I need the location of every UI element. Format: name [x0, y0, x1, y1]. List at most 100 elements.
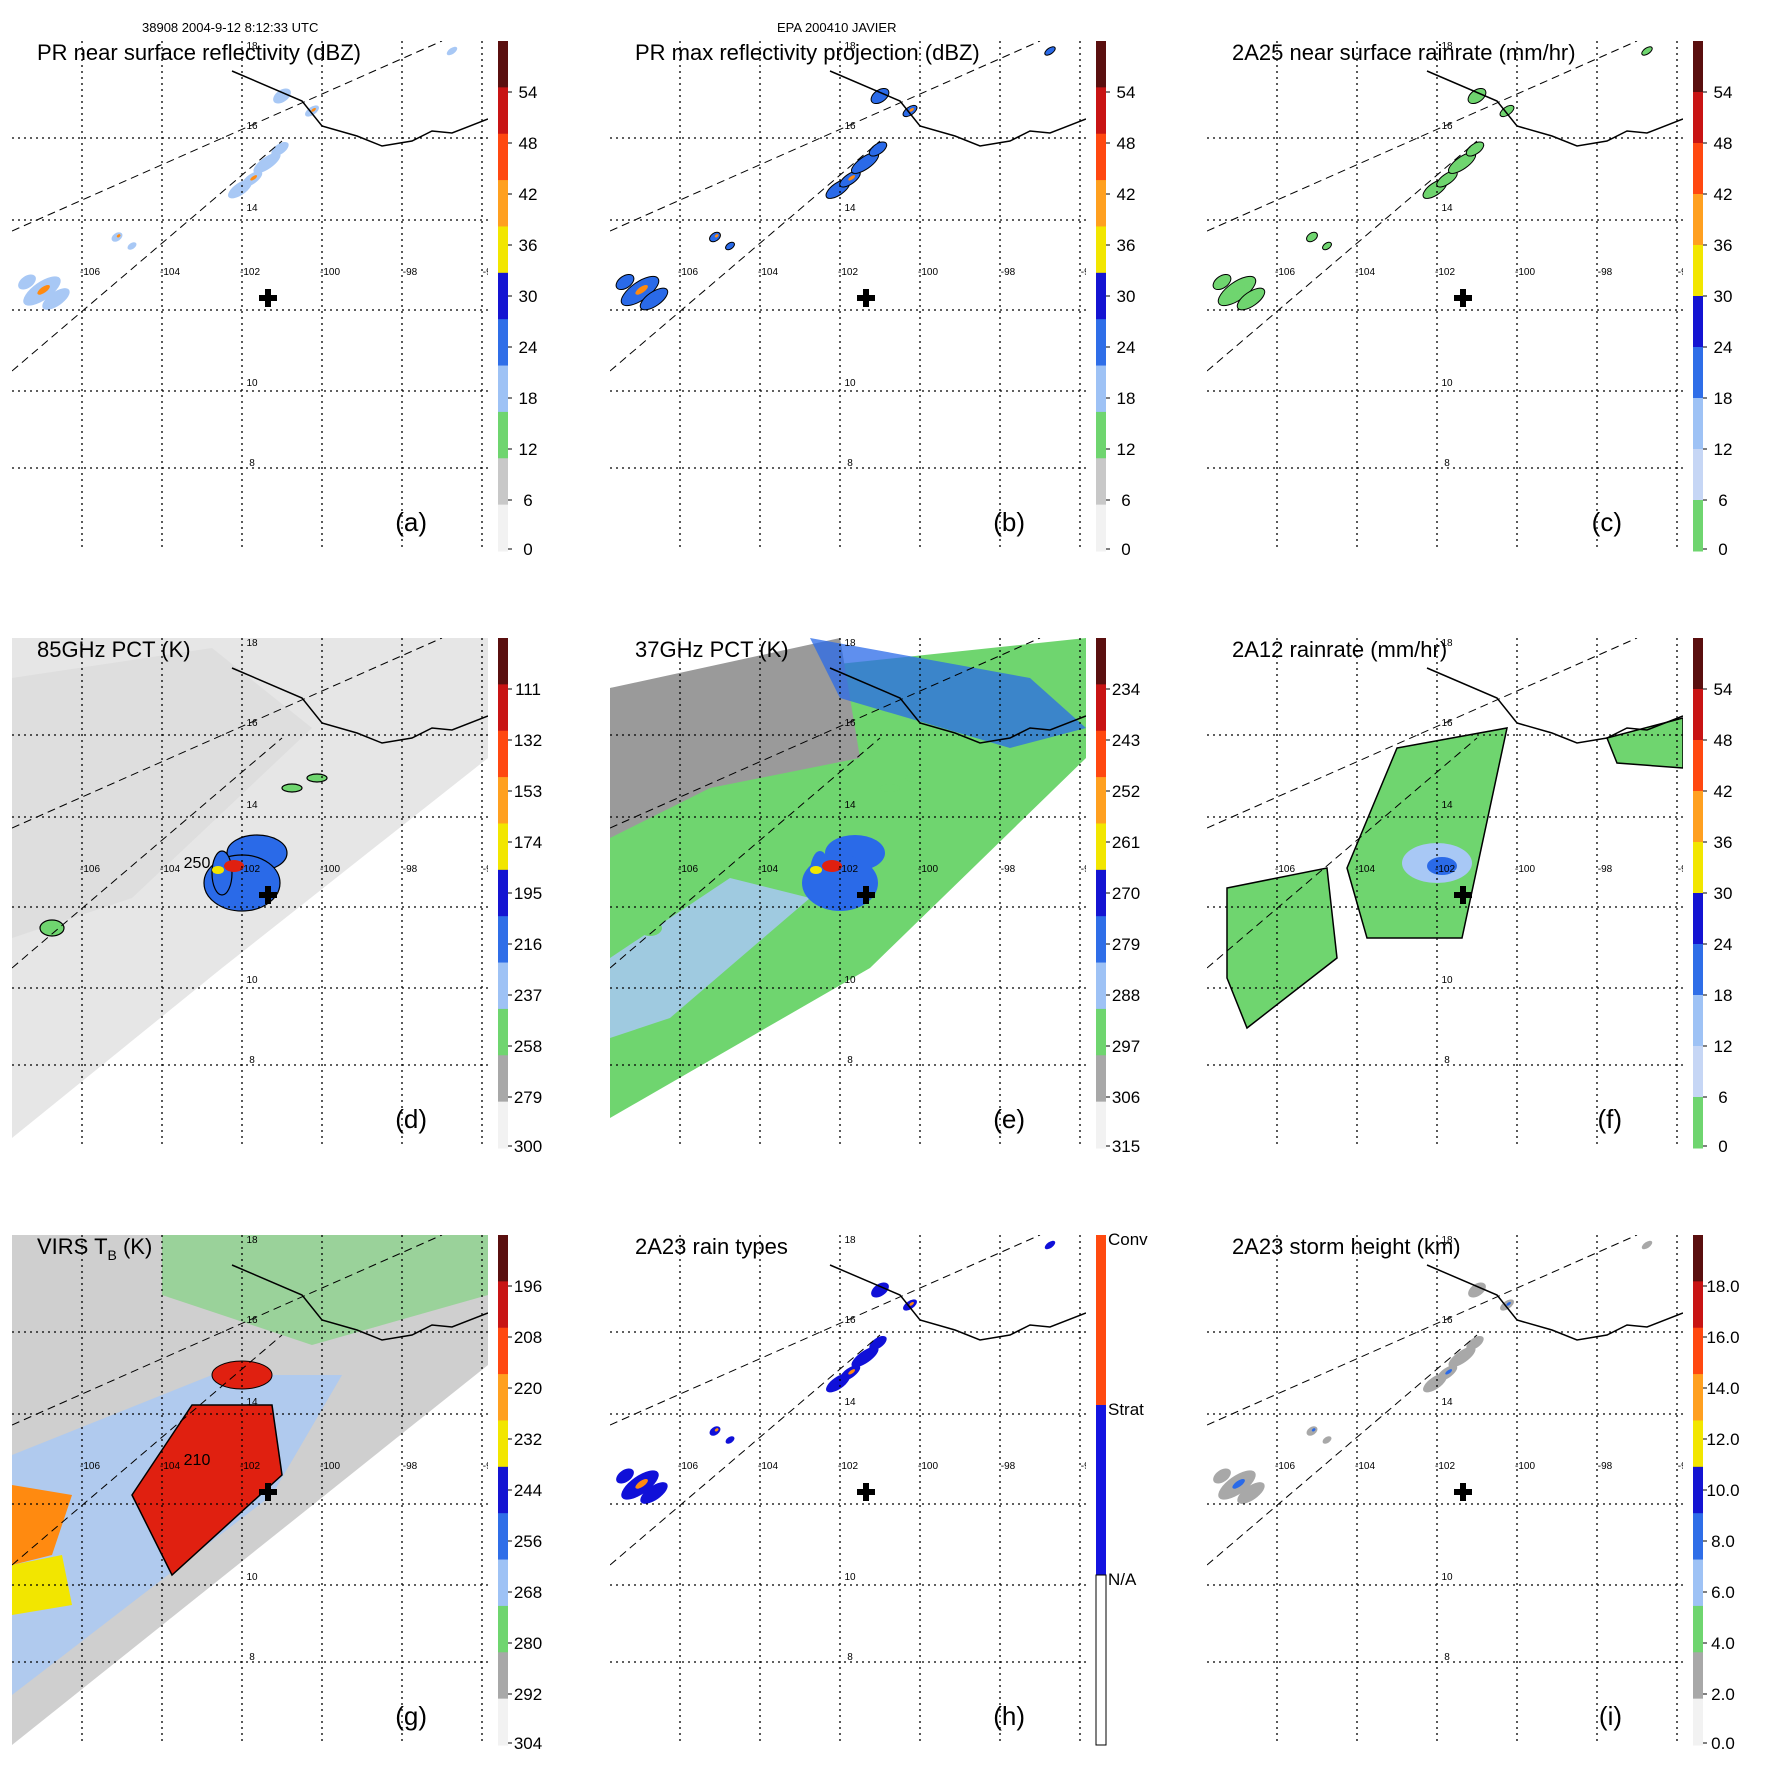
longitude-tick-label: -100 [320, 267, 340, 278]
latitude-tick-label: 10 [844, 975, 856, 986]
rain-echo-core [848, 1369, 856, 1375]
longitude-tick-label: -96 [1678, 864, 1693, 875]
colorbar-segment [498, 684, 508, 732]
rain-echo [1044, 46, 1056, 56]
rain-echo [1466, 1335, 1484, 1351]
rain-echo-core [714, 234, 719, 238]
colorbar-segment [1096, 411, 1106, 459]
rain-echo [18, 274, 36, 290]
colorbar-segment [498, 1235, 508, 1282]
colorbar-segment [1096, 1008, 1106, 1056]
colorbar-segment [498, 777, 508, 824]
storm-center-marker [1454, 289, 1472, 307]
longitude-tick-label: -100 [918, 267, 938, 278]
colorbar-segment [1693, 893, 1703, 945]
longitude-tick-label: -96 [483, 864, 498, 875]
latitude-tick-label: 16 [844, 718, 856, 729]
colorbar-segment [1096, 365, 1106, 413]
panel-label: (c) [1592, 507, 1622, 537]
panel-c: -106 -104 -102 -100 -98 -96 18 16 14 10 8 2A25 near… [1207, 40, 1732, 559]
colorbar-tick: 279 [514, 1088, 542, 1107]
latitude-tick-label: 16 [246, 121, 258, 132]
colorbar-tick: 196 [514, 1277, 542, 1296]
colorbar-segment [1693, 398, 1703, 450]
rain-echo [1641, 1240, 1653, 1250]
colorbar-tick: 132 [514, 731, 542, 750]
colorbar-tick: 12 [519, 440, 538, 459]
swath-edge-south [1207, 737, 1478, 969]
colorbar-tick: 288 [1112, 986, 1140, 1005]
colorbar-tick: 24 [1117, 338, 1136, 357]
rain-echo [1641, 46, 1653, 56]
colorbar-tick: 18 [1117, 389, 1136, 408]
colorbar-tick: 54 [1714, 680, 1733, 699]
storm-feature [281, 783, 303, 793]
longitude-tick-label: -96 [483, 267, 498, 278]
virs-west-cells [12, 1485, 72, 1565]
colorbar-segment [498, 1466, 508, 1514]
rain-echo [1044, 1240, 1056, 1250]
rain-area-main [1346, 727, 1508, 939]
rain-echo [616, 1468, 634, 1484]
longitude-tick-label: -100 [918, 1461, 938, 1472]
latitude-tick-label: 8 [1444, 1652, 1450, 1663]
colorbar-tick: 0 [523, 540, 532, 559]
colorbar-segment [1096, 916, 1106, 964]
latitude-tick-label: 18 [246, 1235, 258, 1246]
rain-echo [869, 1335, 887, 1351]
colorbar-tick: Conv [1108, 1230, 1148, 1249]
colorbar-tick: 36 [1714, 236, 1733, 255]
colorbar-segment [498, 1420, 508, 1468]
panel-title: 2A23 storm height (km) [1232, 1234, 1461, 1259]
rain-echo [1212, 273, 1232, 291]
panel-h: -106 -104 -102 -100 -98 -96 18 16 14 10 8 2A23 rain… [610, 1230, 1148, 1746]
colorbar-segment [1096, 319, 1106, 367]
longitude-tick-label: -102 [838, 1461, 858, 1472]
colorbar-tick: 24 [1714, 935, 1733, 954]
swath-edge-north [1207, 41, 1638, 232]
colorbar-segment [498, 1559, 508, 1607]
colorbar-tick: 54 [519, 83, 538, 102]
storm-eyewall-yellow [810, 866, 822, 874]
colorbar-tick: 30 [1714, 287, 1733, 306]
rain-echo [1468, 1282, 1486, 1298]
colorbar-segment [498, 1101, 508, 1149]
longitude-tick-label: -102 [240, 267, 260, 278]
colorbar-tick: 48 [519, 134, 538, 153]
colorbar-tick: 304 [514, 1734, 542, 1753]
longitude-tick-label: -106 [678, 267, 698, 278]
panel-f: -106 -104 -102 -100 -98 -96 18 16 14 10 8 2A12 rain… [1207, 637, 1732, 1156]
colorbar: 196 208 220 232 244 256 268 280 292 304 [498, 1235, 542, 1753]
longitude-tick-label: -100 [1515, 1461, 1535, 1472]
longitude-tick-label: -96 [1081, 267, 1096, 278]
rain-echo [1322, 1436, 1332, 1444]
colorbar-tick: 195 [514, 884, 542, 903]
latitude-tick-label: 18 [1441, 41, 1453, 52]
longitude-tick-label: -98 [1001, 864, 1016, 875]
panel-d: -106 -104 -102 -100 -98 -96 18 16 14 10 8 250 85GHz … [12, 637, 542, 1156]
colorbar-tick: 234 [1112, 680, 1140, 699]
swath-edge-south [12, 140, 283, 372]
colorbar-segment [1693, 500, 1703, 552]
longitude-tick-label: -106 [678, 864, 698, 875]
colorbar-segment [498, 1281, 508, 1329]
longitude-tick-label: -102 [1435, 267, 1455, 278]
colorbar-tick: 220 [514, 1379, 542, 1398]
latitude-tick-label: 8 [249, 458, 255, 469]
colorbar-tick: 30 [1714, 884, 1733, 903]
colorbar-segment [1096, 87, 1106, 135]
colorbar-tick: 237 [514, 986, 542, 1005]
colorbar-tick: 208 [514, 1328, 542, 1347]
rain-echo-core [635, 1478, 648, 1489]
colorbar-tick: 153 [514, 782, 542, 801]
colorbar-segment [1693, 638, 1703, 690]
swath-edge-north [1207, 638, 1638, 829]
rain-echo-core [311, 107, 316, 112]
latitude-tick-label: 14 [246, 203, 258, 214]
rain-echo-core [1506, 107, 1511, 112]
colorbar-segment [1693, 1698, 1703, 1746]
colorbar-tick: 48 [1117, 134, 1136, 153]
latitude-tick-label: 16 [1441, 121, 1453, 132]
latitude-tick-label: 16 [1441, 718, 1453, 729]
longitude-tick-label: -98 [403, 1461, 418, 1472]
